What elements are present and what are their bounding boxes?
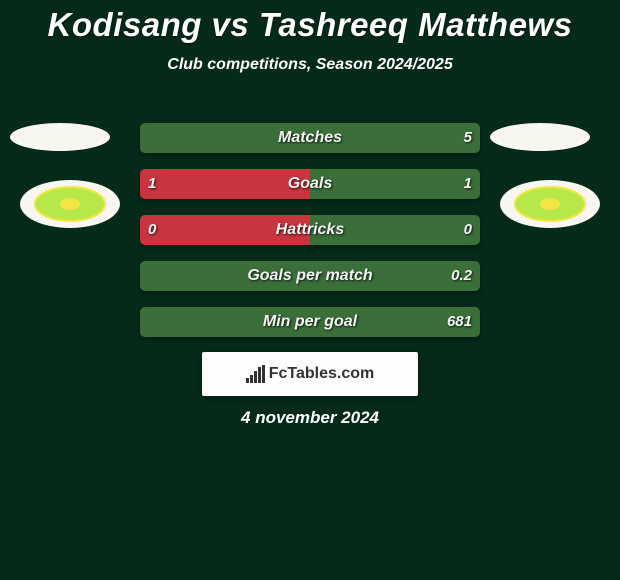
stat-row-hattricks: 0 Hattricks 0: [0, 215, 620, 245]
page-title: Kodisang vs Tashreeq Matthews: [0, 0, 620, 44]
stats-area: Matches 5 1 Goals 1 0 Hattricks 0: [0, 123, 620, 353]
brand-logo: FcTables.com: [202, 352, 418, 396]
stat-value-right: 5: [464, 123, 472, 153]
stat-value-right: 681: [447, 307, 472, 337]
date: 4 november 2024: [0, 408, 620, 428]
bar-left: [140, 169, 310, 199]
brand-text: FcTables.com: [246, 365, 375, 383]
bar-track: Goals per match 0.2: [140, 261, 480, 291]
stat-row-goals: 1 Goals 1: [0, 169, 620, 199]
subtitle: Club competitions, Season 2024/2025: [0, 56, 620, 74]
stat-row-gpm: Goals per match 0.2: [0, 261, 620, 291]
comparison-infographic: Kodisang vs Tashreeq Matthews Club compe…: [0, 0, 620, 580]
bar-right: [140, 261, 480, 291]
stat-value-right: 0.2: [451, 261, 472, 291]
bar-right: [310, 215, 480, 245]
stat-value-right: 1: [464, 169, 472, 199]
bars-icon: [246, 365, 265, 383]
bar-track: Matches 5: [140, 123, 480, 153]
bar-right: [140, 123, 480, 153]
bar-track: 0 Hattricks 0: [140, 215, 480, 245]
brand-label: FcTables.com: [269, 365, 375, 383]
bar-track: 1 Goals 1: [140, 169, 480, 199]
stat-value-right: 0: [464, 215, 472, 245]
bar-left: [140, 215, 310, 245]
stat-row-matches: Matches 5: [0, 123, 620, 153]
bar-track: Min per goal 681: [140, 307, 480, 337]
bar-right: [140, 307, 480, 337]
stat-value-left: 1: [148, 169, 156, 199]
bar-right: [310, 169, 480, 199]
stat-value-left: 0: [148, 215, 156, 245]
stat-row-mpg: Min per goal 681: [0, 307, 620, 337]
